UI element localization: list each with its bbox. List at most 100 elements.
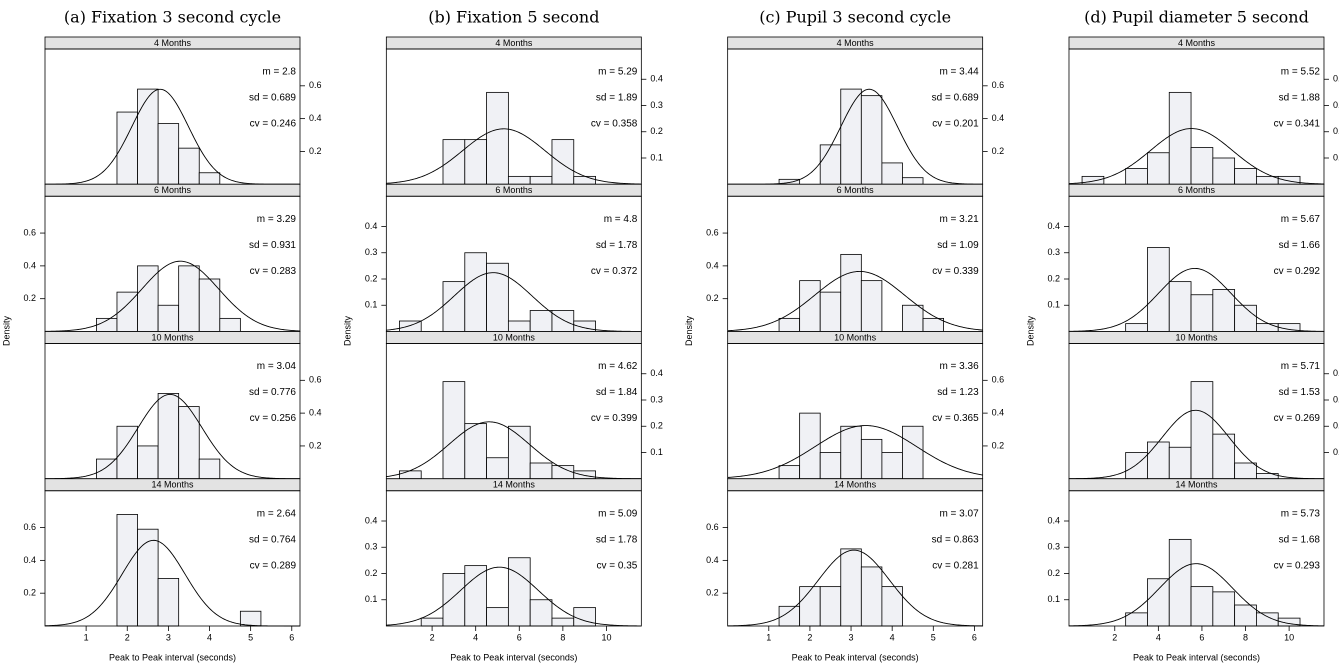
x-axis-label: Peak to Peak interval (seconds) xyxy=(450,652,577,662)
y-tick-label: 0.2 xyxy=(706,588,719,598)
y-axis-label: Density xyxy=(1,315,11,346)
density-curve xyxy=(1068,409,1324,480)
stat-label: sd = 1.78 xyxy=(596,240,638,251)
bar xyxy=(1125,168,1148,185)
bar xyxy=(507,175,531,185)
stat-label: cv = 0.399 xyxy=(591,413,638,424)
y-tick-label: 0.3 xyxy=(650,394,663,404)
bar xyxy=(778,465,801,480)
density-curve xyxy=(727,425,983,478)
x-tick-label: 2 xyxy=(125,632,130,642)
bar xyxy=(551,465,575,480)
y-tick-label: 0.2 xyxy=(1333,126,1339,136)
density-curve xyxy=(727,549,983,627)
y-tick-label: 0.2 xyxy=(650,126,663,136)
y-tick-label: 0.3 xyxy=(650,100,663,110)
strip-label: 14 Months xyxy=(1175,480,1218,490)
stat-label: sd = 1.53 xyxy=(1279,387,1321,398)
y-tick-label: 0.1 xyxy=(365,594,378,604)
x-tick-label: 5 xyxy=(931,632,936,642)
strip-label: 6 Months xyxy=(837,185,875,195)
x-tick-label: 2 xyxy=(807,632,812,642)
strip-label: 10 Months xyxy=(151,332,194,342)
bar xyxy=(1234,604,1257,627)
bar xyxy=(157,393,180,480)
strip-label: 10 Months xyxy=(493,332,536,342)
stat-label: cv = 0.365 xyxy=(932,413,979,424)
bar xyxy=(902,425,924,480)
bar xyxy=(799,586,821,627)
y-tick-label: 0.2 xyxy=(23,588,36,598)
density-curve xyxy=(1068,563,1324,627)
stat-label: m = 5.29 xyxy=(598,67,638,78)
bar xyxy=(137,88,159,185)
bar xyxy=(840,548,862,627)
y-tick-label: 0.1 xyxy=(650,447,663,457)
stat-label: m = 3.04 xyxy=(257,361,297,372)
y-tick-label: 0.4 xyxy=(992,408,1005,418)
bar xyxy=(1168,538,1192,627)
x-tick-label: 6 xyxy=(1199,632,1204,642)
y-tick-label: 0.1 xyxy=(1047,300,1060,310)
stat-label: sd = 1.88 xyxy=(1279,93,1321,104)
bar xyxy=(1168,281,1192,332)
panel-frame xyxy=(385,490,642,627)
x-axis-label: Peak to Peak interval (seconds) xyxy=(792,652,919,662)
bar xyxy=(486,607,509,627)
bar xyxy=(573,607,596,627)
bar xyxy=(507,425,531,480)
y-tick-label: 0.2 xyxy=(706,293,719,303)
bar xyxy=(219,317,241,332)
strip-label: 6 Months xyxy=(495,185,533,195)
y-tick-label: 0.4 xyxy=(706,260,719,270)
x-tick-label: 1 xyxy=(84,632,89,642)
bar xyxy=(507,557,531,627)
bar xyxy=(1125,323,1148,332)
bar xyxy=(1081,175,1105,185)
bar xyxy=(1147,578,1170,627)
bar xyxy=(902,304,924,332)
stat-label: cv = 0.201 xyxy=(932,119,979,130)
y-tick-label: 0.3 xyxy=(365,542,378,552)
stat-label: m = 3.07 xyxy=(939,508,979,519)
y-tick-label: 0.6 xyxy=(309,375,322,385)
stat-label: sd = 1.23 xyxy=(937,387,979,398)
bar xyxy=(178,406,200,480)
stat-label: sd = 1.89 xyxy=(596,93,638,104)
y-tick-label: 0.4 xyxy=(1333,368,1339,378)
bar xyxy=(819,291,842,332)
stat-label: sd = 0.863 xyxy=(932,534,979,545)
bar xyxy=(442,381,466,480)
panel-frame xyxy=(727,490,984,627)
bar xyxy=(819,452,842,480)
x-tick-label: 8 xyxy=(560,632,565,642)
y-tick-label: 0.4 xyxy=(650,368,663,378)
stat-label: m = 2.8 xyxy=(262,67,296,78)
bar xyxy=(116,291,138,332)
stat-label: m = 3.36 xyxy=(939,361,979,372)
bar xyxy=(486,91,509,185)
y-tick-label: 0.4 xyxy=(365,221,378,231)
bar xyxy=(840,253,862,332)
y-tick-label: 0.3 xyxy=(1047,542,1060,552)
stat-label: m = 2.64 xyxy=(257,508,297,519)
stat-label: sd = 1.66 xyxy=(1279,240,1321,251)
stat-label: cv = 0.372 xyxy=(591,266,638,277)
bar xyxy=(198,458,221,480)
bar xyxy=(137,265,159,332)
strip-label: 6 Months xyxy=(154,185,192,195)
stat-label: cv = 0.292 xyxy=(1274,266,1321,277)
bar xyxy=(819,586,842,627)
stat-label: cv = 0.35 xyxy=(596,560,637,571)
x-axis-label: Peak to Peak interval (seconds) xyxy=(1133,652,1260,662)
stat-label: sd = 1.09 xyxy=(937,240,979,251)
bar xyxy=(1212,157,1236,185)
density-curve xyxy=(386,421,642,480)
y-tick-label: 0.3 xyxy=(1333,394,1339,404)
bar xyxy=(198,172,221,185)
bar xyxy=(573,470,596,480)
x-tick-label: 10 xyxy=(1284,632,1294,642)
stat-label: cv = 0.246 xyxy=(250,119,297,130)
y-tick-label: 0.6 xyxy=(23,522,36,532)
y-tick-label: 0.1 xyxy=(365,300,378,310)
